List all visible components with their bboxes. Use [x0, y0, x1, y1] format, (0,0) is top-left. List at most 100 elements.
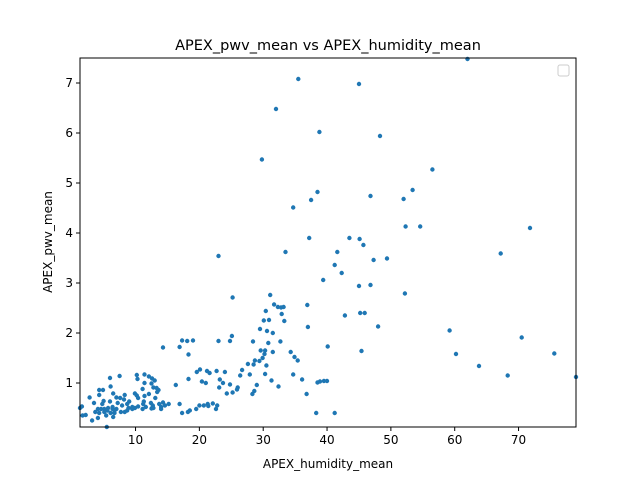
- data-point-38: [305, 302, 310, 308]
- data-point-95: [142, 372, 147, 377]
- data-point-90: [222, 369, 228, 375]
- data-point-45: [266, 317, 272, 323]
- data-point-40: [279, 311, 284, 317]
- data-point-116: [203, 380, 208, 386]
- data-point-77: [257, 358, 262, 364]
- data-point-117: [220, 380, 226, 386]
- data-point-72: [186, 352, 191, 357]
- x-tick-label-6: 70: [511, 433, 526, 447]
- data-point-207: [112, 410, 117, 416]
- data-point-27: [339, 270, 344, 276]
- data-point-185: [95, 406, 101, 412]
- y-tick-label-6: 7: [65, 76, 73, 90]
- y-tick-label-5: 6: [65, 126, 73, 140]
- data-point-128: [97, 387, 102, 393]
- data-point-11: [401, 196, 406, 202]
- data-point-52: [270, 330, 275, 336]
- data-point-73: [453, 351, 459, 357]
- data-point-57: [190, 338, 196, 343]
- data-point-213: [104, 413, 109, 418]
- x-tick-label-0: 10: [128, 433, 143, 447]
- data-point-145: [87, 395, 92, 400]
- data-point-215: [111, 414, 116, 420]
- data-point-170: [197, 403, 202, 408]
- data-point-83: [476, 363, 482, 369]
- data-point-190: [130, 406, 135, 412]
- data-point-79: [295, 358, 300, 363]
- data-point-32: [230, 295, 235, 300]
- legend-box[interactable]: [557, 64, 570, 77]
- data-point-131: [234, 387, 240, 392]
- data-point-67: [262, 351, 267, 357]
- data-point-42: [358, 310, 363, 316]
- data-point-147: [118, 395, 123, 401]
- data-point-7: [410, 187, 415, 193]
- data-point-1: [356, 81, 362, 87]
- chart-title: APEX_pwv_mean vs APEX_humidity_mean: [175, 38, 481, 54]
- data-point-71: [359, 348, 364, 354]
- data-point-18: [357, 236, 362, 242]
- data-point-69: [270, 349, 275, 355]
- data-point-193: [158, 406, 164, 412]
- data-point-156: [115, 400, 120, 406]
- data-point-101: [107, 375, 113, 381]
- data-point-59: [227, 338, 233, 344]
- data-point-216: [89, 418, 95, 423]
- data-point-34: [271, 302, 277, 307]
- data-point-13: [403, 224, 408, 229]
- data-point-30: [368, 282, 373, 288]
- data-point-115: [199, 379, 205, 384]
- data-point-140: [304, 391, 309, 397]
- data-point-82: [264, 363, 269, 368]
- data-point-178: [143, 404, 148, 410]
- data-point-201: [102, 409, 107, 415]
- data-point-194: [194, 406, 199, 412]
- data-point-84: [239, 367, 245, 373]
- data-point-218: [465, 56, 470, 62]
- data-point-214: [95, 415, 101, 421]
- data-point-68: [262, 348, 268, 353]
- data-point-51: [264, 328, 270, 334]
- data-point-113: [142, 380, 147, 386]
- data-point-74: [552, 351, 557, 356]
- data-point-6: [430, 167, 435, 172]
- data-point-112: [315, 380, 320, 385]
- data-point-50: [257, 326, 263, 332]
- data-point-138: [224, 391, 229, 396]
- data-point-62: [278, 339, 283, 344]
- data-point-208: [179, 410, 185, 416]
- data-point-93: [262, 371, 268, 377]
- y-tick-label-3: 4: [65, 226, 73, 240]
- data-point-81: [251, 362, 256, 367]
- x-tick-label-5: 60: [447, 433, 462, 447]
- data-point-15: [527, 225, 533, 231]
- data-point-202: [118, 409, 124, 415]
- data-point-43: [362, 310, 367, 316]
- data-point-3: [317, 129, 322, 135]
- data-point-24: [384, 256, 390, 261]
- data-point-172: [206, 403, 211, 409]
- data-point-76: [252, 358, 258, 363]
- data-point-46: [282, 318, 287, 324]
- data-point-48: [375, 324, 381, 329]
- data-point-191: [140, 406, 145, 412]
- data-point-28: [321, 277, 326, 283]
- data-point-4: [377, 133, 383, 139]
- data-point-91: [247, 372, 252, 377]
- y-tick-label-4: 5: [65, 176, 73, 190]
- data-point-107: [269, 378, 274, 383]
- data-point-171: [201, 403, 206, 408]
- data-point-139: [250, 391, 255, 397]
- data-point-212: [83, 412, 88, 418]
- data-point-104: [186, 376, 191, 382]
- data-point-53: [229, 333, 235, 339]
- data-point-25: [371, 257, 376, 263]
- data-point-70: [288, 349, 293, 355]
- data-point-98: [117, 373, 122, 379]
- data-point-204: [185, 409, 191, 415]
- x-tick-label-2: 30: [256, 433, 271, 447]
- x-axis-label: APEX_humidity_mean: [263, 457, 393, 471]
- y-axis-label: APEX_pwv_mean: [41, 191, 55, 293]
- data-point-17: [347, 235, 352, 241]
